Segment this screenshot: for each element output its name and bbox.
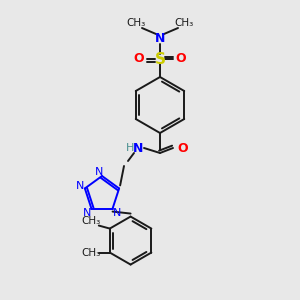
Text: CH₃: CH₃ bbox=[81, 248, 101, 258]
Text: N: N bbox=[95, 167, 103, 177]
Text: S: S bbox=[154, 52, 166, 67]
Text: N: N bbox=[133, 142, 143, 154]
Text: N: N bbox=[155, 32, 165, 46]
Text: N: N bbox=[76, 182, 84, 191]
Text: N: N bbox=[83, 208, 92, 218]
Text: CH₃: CH₃ bbox=[126, 18, 146, 28]
Text: N: N bbox=[112, 208, 121, 218]
Text: O: O bbox=[134, 52, 144, 65]
Text: CH₃: CH₃ bbox=[174, 18, 194, 28]
Text: O: O bbox=[178, 142, 188, 154]
Text: CH₃: CH₃ bbox=[81, 216, 101, 226]
Text: H: H bbox=[126, 143, 134, 153]
Text: O: O bbox=[176, 52, 186, 65]
